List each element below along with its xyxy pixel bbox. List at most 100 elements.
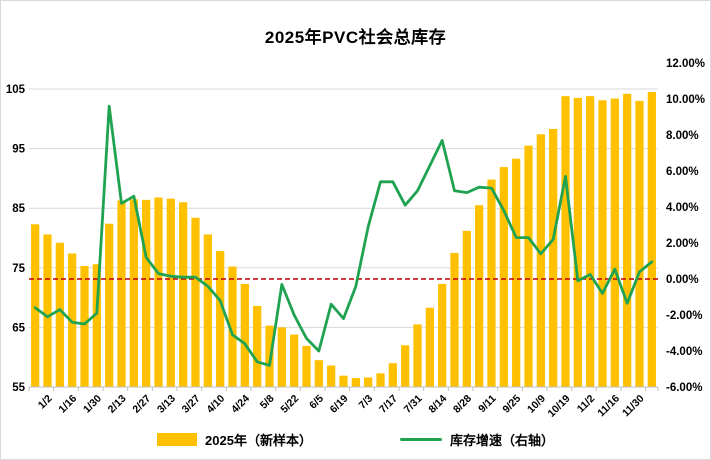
left-axis-tick-label: 55 [12, 382, 25, 394]
x-axis-date-label: 9/25 [500, 393, 523, 416]
inventory-bar [31, 224, 40, 387]
inventory-bar [647, 91, 656, 387]
inventory-bar [166, 198, 175, 387]
x-axis-date-label: 8/14 [426, 393, 449, 416]
right-axis-tick-label: 12.00% [666, 58, 705, 70]
inventory-bar [55, 242, 64, 387]
right-axis-tick-label: -2.00% [666, 310, 702, 322]
inventory-bar [216, 251, 225, 387]
x-axis-date-label: 11/2 [575, 393, 598, 416]
x-axis-date-label: 1/16 [56, 393, 79, 416]
x-axis-date-label: 5/8 [258, 393, 277, 412]
inventory-bar [388, 363, 397, 387]
x-axis-date-label: 9/11 [476, 393, 499, 416]
x-axis-date-label: 11/30 [620, 393, 647, 420]
inventory-bar [401, 345, 410, 387]
x-axis-date-label: 3/13 [155, 393, 178, 416]
x-axis-date-label: 6/5 [307, 393, 326, 412]
inventory-bar [524, 145, 533, 387]
right-axis-tick-label: -4.00% [666, 346, 702, 358]
x-axis-date-label: 6/19 [328, 393, 351, 416]
x-axis-date-label: 10/19 [546, 393, 573, 420]
inventory-bar [105, 223, 114, 387]
legend-line-swatch-icon [399, 437, 442, 442]
inventory-bar [154, 197, 163, 387]
chart-title: 2025年PVC社会总库存 [264, 28, 447, 47]
inventory-bar [92, 264, 101, 387]
left-axis-tick-label: 105 [6, 84, 26, 96]
inventory-bar [573, 97, 582, 387]
inventory-bar [339, 375, 348, 387]
x-axis-date-label: 2/27 [130, 393, 153, 416]
inventory-bar [450, 252, 459, 387]
inventory-bar [499, 167, 508, 387]
x-axis-date-label: 1/30 [81, 393, 104, 416]
x-axis-date-label: 11/16 [595, 393, 622, 420]
right-axis-tick-label: 0.00% [666, 274, 699, 286]
x-axis-date-label: 5/22 [278, 393, 301, 416]
inventory-bar [129, 199, 138, 387]
inventory-bar [376, 373, 385, 387]
inventory-bar [191, 217, 200, 387]
x-axis-date-label: 8/28 [451, 393, 474, 416]
inventory-bar [635, 100, 644, 388]
inventory-bar [314, 360, 323, 387]
inventory-bar [142, 199, 151, 387]
chart-legend: 2025年（新样本） 库存增速（右轴） [1, 430, 710, 449]
legend-bar-swatch-icon [157, 433, 198, 446]
inventory-bar [623, 93, 632, 387]
inventory-bar [253, 305, 262, 387]
right-axis-tick-label: 2.00% [666, 238, 699, 250]
inventory-bar [586, 96, 595, 387]
inventory-bar [425, 307, 434, 387]
inventory-bar [364, 377, 373, 387]
x-axis-date-label: 2/13 [106, 393, 129, 416]
x-axis-date-label: 4/10 [204, 393, 227, 416]
left-axis-tick-label: 95 [12, 144, 25, 156]
inventory-bar [438, 283, 447, 387]
right-axis-tick-label: 6.00% [666, 166, 699, 178]
inventory-bar [598, 100, 607, 387]
inventory-bar [228, 266, 237, 387]
inventory-bar [290, 334, 299, 387]
inventory-bar [487, 179, 496, 387]
inventory-bar [512, 158, 521, 387]
legend-label-inventory: 2025年（新样本） [205, 433, 312, 448]
left-axis-tick-label: 65 [12, 322, 25, 334]
inventory-bar [327, 365, 336, 387]
left-axis-tick-label: 85 [12, 203, 25, 215]
inventory-bar [179, 202, 188, 387]
right-axis-tick-label: -6.00% [666, 382, 702, 394]
x-axis-date-label: 7/31 [402, 393, 425, 416]
x-axis-date-label: 4/24 [229, 393, 252, 416]
inventory-bar [80, 266, 89, 387]
x-axis-date-label: 1/2 [36, 393, 55, 412]
inventory-bar [351, 378, 360, 387]
inventory-bar [475, 205, 484, 387]
inventory-bar [240, 283, 249, 387]
legend-item-growth: 库存增速（右轴） [399, 430, 554, 449]
left-axis-tick-label: 75 [12, 263, 25, 275]
inventory-bar [277, 327, 286, 387]
inventory-bar [462, 230, 471, 387]
inventory-bar [203, 234, 212, 387]
inventory-bar [43, 234, 52, 387]
growth-line [33, 104, 654, 367]
x-axis-date-label: 3/27 [180, 393, 203, 416]
inventory-bar [302, 345, 311, 387]
right-axis-tick-label: 10.00% [666, 94, 705, 106]
inventory-bar [561, 96, 570, 387]
legend-item-inventory: 2025年（新样本） [157, 430, 312, 449]
x-axis-date-label: 10/9 [525, 393, 548, 416]
inventory-bar [549, 128, 558, 387]
legend-label-growth: 库存增速（右轴） [449, 433, 554, 448]
right-axis-tick-label: 4.00% [666, 202, 699, 214]
x-axis-date-label: 7/3 [356, 393, 375, 412]
inventory-bar [117, 200, 126, 387]
right-axis-tick-label: 8.00% [666, 130, 699, 142]
x-axis-date-label: 7/17 [377, 393, 400, 416]
inventory-bar [610, 98, 619, 387]
inventory-bar [413, 324, 422, 387]
